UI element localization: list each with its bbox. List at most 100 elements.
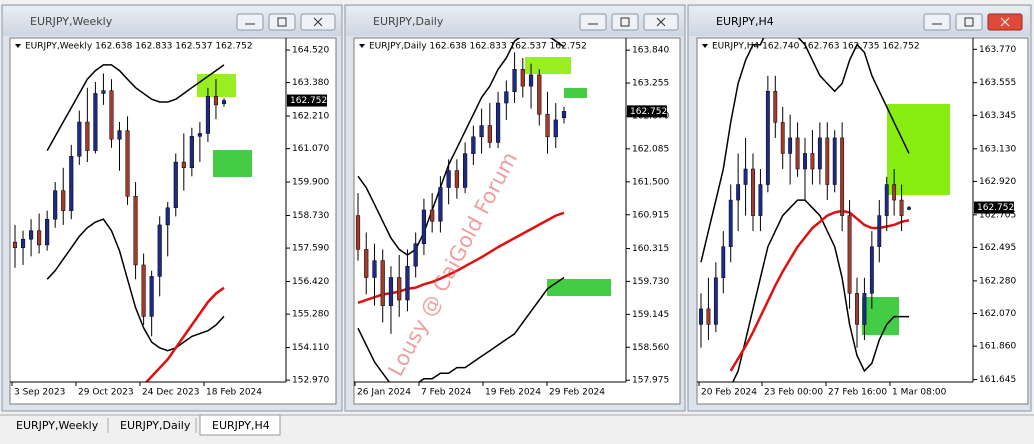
x-tick-label: 3 Sep 2023	[14, 388, 65, 398]
candle-body	[847, 215, 852, 294]
candle-body	[205, 96, 210, 134]
current-price: 162.752	[290, 96, 327, 106]
candle-body	[221, 100, 227, 105]
candle-body	[706, 308, 711, 325]
y-tick-label: 156.420	[292, 277, 329, 287]
y-tick-label: 164.520	[292, 46, 329, 56]
price-box	[627, 105, 667, 118]
candle-body	[512, 69, 517, 93]
active-tab[interactable]	[199, 414, 281, 436]
lower-band	[357, 276, 565, 382]
candle-body	[421, 209, 427, 244]
candle-body	[77, 121, 82, 157]
lower-band	[46, 218, 225, 352]
candle-body	[12, 241, 18, 249]
candle-body	[69, 156, 74, 211]
x-tick-label: 20 Feb 2024	[701, 388, 757, 398]
y-tick-label: 163.555	[979, 78, 1016, 88]
candle-body	[561, 111, 567, 119]
y-tick-label: 159.900	[292, 178, 329, 188]
y-tick-label: 158.560	[632, 343, 669, 353]
y-tick-label: 159.730	[632, 277, 669, 287]
candle-body	[487, 125, 492, 143]
price-box	[974, 201, 1014, 214]
y-tick-label: 158.730	[292, 211, 329, 221]
current-price: 162.752	[977, 203, 1014, 213]
candle-body	[213, 96, 219, 106]
window-buttons[interactable]	[236, 13, 1023, 31]
candle-body	[699, 308, 703, 325]
chart-header: EURJPY,H4 162.740 162.763 162.735 162.75…	[712, 42, 920, 52]
chart	[699, 38, 911, 382]
button-glyphs	[245, 17, 1010, 27]
candle-body	[855, 293, 859, 325]
candle-body	[29, 230, 34, 240]
upper-band	[357, 38, 565, 256]
candle-body	[765, 91, 770, 185]
y-tick-label: 163.130	[979, 144, 1016, 154]
candle-body	[45, 218, 50, 246]
candle-body	[840, 137, 845, 216]
tab-bar	[0, 414, 1034, 444]
candle-body	[721, 246, 726, 279]
y-tick-label: 162.070	[979, 309, 1016, 319]
candle-body	[743, 168, 748, 185]
y-tick-label: 163.380	[292, 78, 329, 88]
candle-body	[463, 153, 468, 188]
candle-body	[149, 276, 154, 317]
candle-body	[181, 161, 186, 169]
tab[interactable]: EURJPY,Weekly	[16, 419, 99, 432]
y-tick-label: 163.255	[632, 79, 669, 89]
candle-body	[405, 265, 410, 301]
window-title: EURJPY,H4	[716, 15, 774, 28]
tab[interactable]: EURJPY,Daily	[120, 419, 191, 432]
y-tick-label: 162.085	[632, 144, 669, 154]
candle-body	[189, 136, 194, 169]
candle-body	[495, 102, 501, 143]
candle-body	[388, 277, 394, 306]
candle-body	[397, 277, 402, 301]
candle-body	[479, 125, 484, 138]
candle-body	[528, 74, 534, 87]
candle-body	[825, 137, 830, 185]
x-tick-label: 27 Feb 16:00	[828, 388, 887, 398]
chart-header: EURJPY,Weekly 162.638 162.833 162.537 16…	[25, 42, 253, 52]
candle-body	[364, 249, 369, 278]
candle-body	[165, 207, 170, 226]
candle-body	[520, 69, 525, 87]
y-tick-label: 162.210	[292, 112, 329, 122]
candle-body	[817, 137, 822, 170]
current-price: 162.752	[630, 107, 667, 117]
y-tick-label: 161.070	[292, 144, 329, 154]
candle-body	[141, 264, 146, 317]
candle-body	[773, 91, 778, 123]
candle-body	[101, 90, 106, 94]
candle-body	[810, 153, 815, 170]
candle-body	[454, 170, 459, 188]
candle-body	[133, 196, 138, 266]
candle-body	[380, 260, 385, 306]
candle-body	[53, 190, 58, 220]
candle-body	[899, 199, 904, 216]
candle-body	[869, 246, 874, 294]
candle-body	[780, 122, 785, 154]
candle-body	[795, 137, 800, 170]
y-tick-label: 163.345	[979, 111, 1016, 121]
candle-body	[907, 207, 911, 210]
tab[interactable]: EURJPY,H4	[212, 419, 270, 432]
lower-band	[732, 199, 909, 382]
candle-body	[413, 243, 418, 267]
x-tick-label: 7 Feb 2024	[421, 388, 472, 398]
x-tick-label: 23 Feb 00:00	[764, 388, 823, 398]
chart	[355, 38, 567, 382]
y-tick-label: 160.315	[632, 244, 669, 254]
upper-band	[700, 38, 910, 263]
y-tick-label: 159.145	[632, 310, 669, 320]
candle-body	[157, 224, 162, 277]
y-tick-label: 152.970	[292, 376, 329, 386]
x-tick-label: 26 Jan 2024	[357, 388, 411, 398]
candle-body	[788, 137, 793, 154]
candle-body	[832, 137, 837, 185]
y-tick-label: 154.110	[292, 343, 329, 353]
